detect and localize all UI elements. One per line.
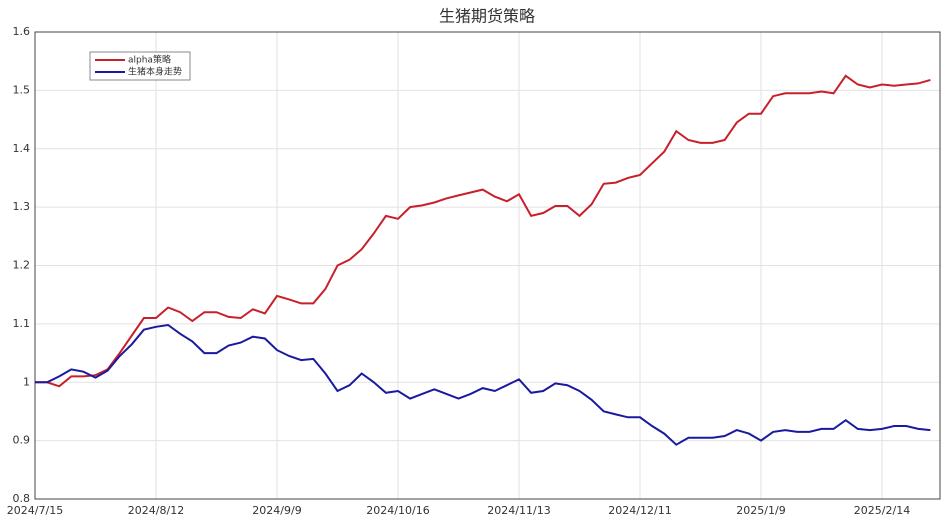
legend-label: 生猪本身走势 (128, 66, 182, 78)
y-tick-label: 1.2 (13, 259, 31, 272)
x-tick-label: 2024/12/11 (608, 504, 671, 517)
x-tick-label: 2024/8/12 (128, 504, 184, 517)
y-tick-label: 1 (23, 375, 30, 388)
data-line (35, 74, 931, 388)
y-tick-label: 1.5 (13, 83, 31, 96)
x-tick-label: 2024/9/9 (252, 504, 301, 517)
x-tick-label: 2024/11/13 (487, 504, 550, 517)
y-tick-label: 1.1 (13, 317, 31, 330)
y-tick-label: 1.3 (13, 200, 31, 213)
x-tick-label: 2024/7/15 (7, 504, 63, 517)
x-tick-label: 2024/10/16 (366, 504, 429, 517)
chart-title: 生猪期货策略 (439, 7, 535, 26)
legend-box (89, 51, 191, 81)
y-tick-label: 1.4 (13, 142, 31, 155)
data-line (35, 323, 931, 446)
legend-label: alpha策略 (128, 54, 171, 66)
y-tick-label: 0.9 (13, 434, 31, 447)
y-tick-label: 0.8 (13, 492, 31, 505)
x-tick-label: 2025/1/9 (736, 504, 785, 517)
plot-frame (34, 31, 941, 500)
x-tick-label: 2025/2/14 (854, 504, 910, 517)
y-tick-label: 1.6 (13, 25, 31, 38)
